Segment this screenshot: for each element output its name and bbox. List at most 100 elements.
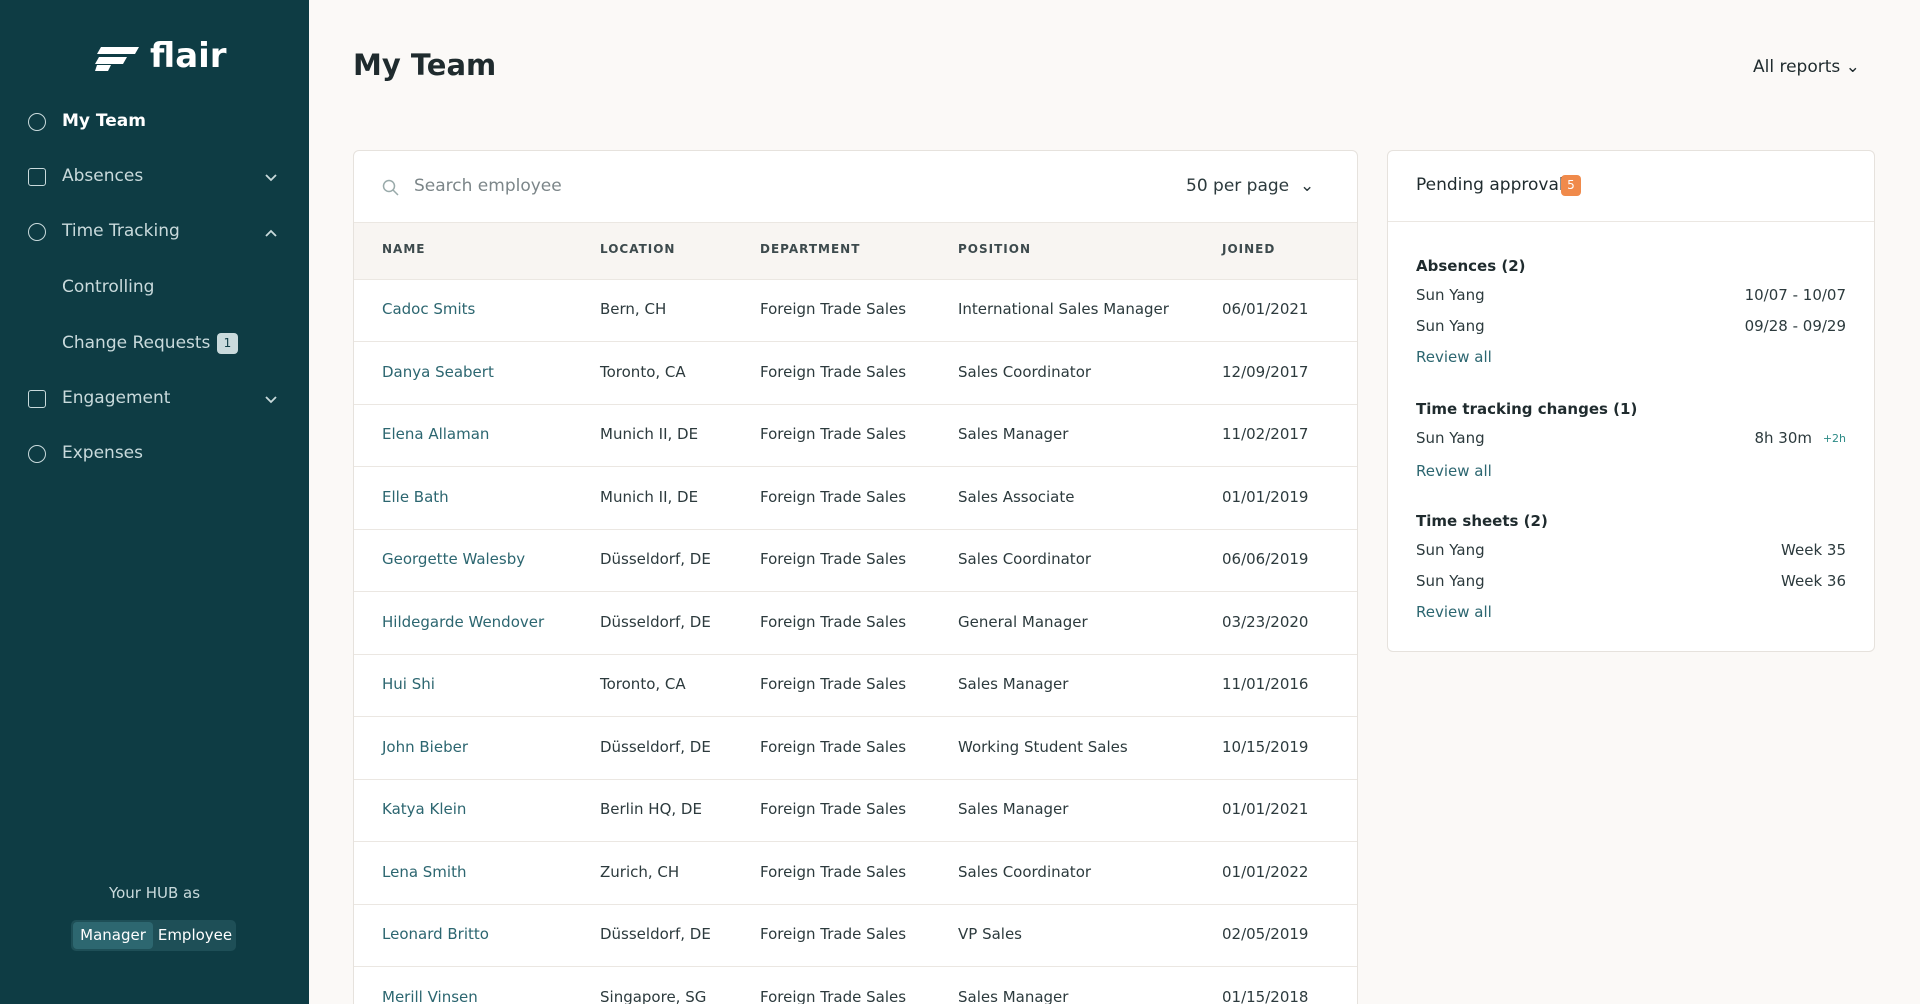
employee-name[interactable]: John Bieber [382, 737, 468, 756]
item-value: 10/07 - 10/07 [1744, 286, 1846, 304]
cell: 01/01/2019 [1222, 487, 1309, 506]
nav-item[interactable]: Absences [0, 166, 309, 190]
column-header: DEPARTMENT [760, 242, 861, 256]
employee-name[interactable]: Hui Shi [382, 675, 435, 693]
nav-label: Change Requests [62, 333, 211, 353]
employee-name[interactable]: Hildegarde Wendover [382, 612, 545, 631]
cell: International Sales Manager [958, 300, 1169, 318]
logo-icon [95, 47, 139, 71]
table-row[interactable]: Cadoc Smits Bern, CH Foreign Trade Sales In… [354, 279, 1357, 342]
column-header: NAME [382, 242, 426, 256]
divider [1388, 221, 1874, 222]
nav-icon [28, 113, 46, 131]
cell: Düsseldorf, DE [600, 925, 711, 943]
nav-item[interactable]: Engagement [0, 388, 309, 412]
employee-name[interactable]: Georgette Walesby [382, 550, 526, 568]
nav-item[interactable]: Change Requests 1 [0, 333, 309, 357]
cell: Düsseldorf, DE [600, 550, 711, 568]
cell: 12/09/2017 [1222, 362, 1309, 381]
search-input[interactable]: Search employee [414, 176, 562, 196]
sidebar: flair My Team Absences Time Tracking Contro… [0, 0, 309, 1004]
employee-name[interactable]: Elena Allaman [382, 425, 490, 443]
table-row[interactable]: Georgette Walesby Düsseldorf, DE Foreign T… [354, 529, 1357, 592]
table-row[interactable]: Elena Allaman Munich II, DE Foreign Trade … [354, 404, 1357, 467]
cell: 06/06/2019 [1222, 550, 1309, 568]
cell: Foreign Trade Sales [760, 425, 907, 443]
table-row[interactable]: Merill Vinsen Singapore, SG Foreign Trade … [354, 967, 1357, 1004]
cell: Sales Manager [958, 987, 1069, 1004]
hub-label: Your HUB as [108, 884, 201, 902]
cell: 11/02/2017 [1222, 425, 1309, 443]
employee-name[interactable]: Leonard Britto [382, 925, 489, 943]
item-name: Sun Yang [1416, 317, 1485, 335]
pending-badge: 5 [1561, 175, 1581, 196]
cell: Sales Manager [958, 425, 1069, 443]
cell: Sales Associate [958, 487, 1075, 506]
nav-item[interactable]: Controlling [0, 277, 309, 301]
chevron [265, 229, 277, 237]
filter-label: All reports [1753, 57, 1841, 77]
cell: Munich II, DE [600, 487, 699, 506]
column-header: POSITION [958, 242, 1031, 256]
hub-option[interactable]: Employee [157, 926, 233, 944]
nav-badge: 1 [217, 333, 238, 354]
table-row[interactable]: Leonard Britto Düsseldorf, DE Foreign Trad… [354, 904, 1357, 967]
cell: 11/01/2016 [1222, 675, 1309, 693]
cell: 02/05/2019 [1222, 925, 1309, 943]
nav-item[interactable]: Expenses [0, 443, 309, 467]
item-delta: +2h [1822, 432, 1846, 445]
hub-toggle: Manager Employee [71, 920, 236, 951]
table-row[interactable]: Hildegarde Wendover Düsseldorf, DE Foreign… [354, 592, 1357, 655]
nav-icon [28, 223, 46, 241]
item-value: Week 36 [1781, 572, 1846, 590]
search-icon [382, 179, 399, 196]
employee-table: Search employee 50 per page ⌄ NAME LOCATI… [353, 150, 1358, 1004]
table-row[interactable]: Katya Klein Berlin HQ, DE Foreign Trade Sa… [354, 779, 1357, 842]
cell: Foreign Trade Sales [760, 800, 907, 818]
cell: 06/01/2021 [1222, 300, 1309, 318]
nav-label: Controlling [62, 277, 155, 297]
hub-option[interactable]: Manager [73, 922, 153, 949]
table-row[interactable]: Danya Seabert Toronto, CA Foreign Trade Sa… [354, 342, 1357, 405]
cell: Foreign Trade Sales [760, 862, 907, 881]
cell: Sales Manager [958, 800, 1069, 818]
review-all[interactable]: Review all [1416, 462, 1492, 480]
cell: Singapore, SG [600, 987, 707, 1004]
employee-name[interactable]: Katya Klein [382, 800, 467, 818]
table-row[interactable]: Lena Smith Zurich, CH Foreign Trade Sales S… [354, 842, 1357, 905]
header-row [354, 222, 1357, 280]
pending-title: Pending approval [1416, 175, 1564, 195]
cell: Berlin HQ, DE [600, 800, 702, 818]
review-all[interactable]: Review all [1416, 348, 1492, 366]
cell: Sales Coordinator [958, 862, 1092, 881]
employee-name[interactable]: Elle Bath [382, 487, 449, 506]
nav-label: Time Tracking [62, 221, 180, 241]
report-filter[interactable]: All reports ⌄ [1753, 57, 1860, 77]
table-row[interactable]: Elle Bath Munich II, DE Foreign Trade Sale… [354, 467, 1357, 530]
nav-label: Absences [62, 166, 144, 186]
cell: General Manager [958, 612, 1088, 631]
per-page-select[interactable]: 50 per page ⌄ [1186, 176, 1315, 196]
employee-name[interactable]: Merill Vinsen [382, 987, 478, 1004]
cell: Munich II, DE [600, 425, 699, 443]
cell: Sales Manager [958, 675, 1069, 693]
cell: Foreign Trade Sales [760, 737, 907, 756]
nav-item[interactable]: Time Tracking [0, 221, 309, 245]
employee-name[interactable]: Lena Smith [382, 862, 467, 881]
employee-name[interactable]: Cadoc Smits [382, 300, 476, 318]
cell: Foreign Trade Sales [760, 362, 907, 381]
table-row[interactable]: Hui Shi Toronto, CA Foreign Trade Sales Sal… [354, 654, 1357, 717]
cell: Working Student Sales [958, 737, 1128, 756]
nav-label: Engagement [62, 388, 171, 408]
cell: Sales Coordinator [958, 362, 1092, 381]
cell: Foreign Trade Sales [760, 487, 907, 506]
section-title: Time sheets (2) [1416, 512, 1548, 530]
employee-name[interactable]: Danya Seabert [382, 362, 494, 381]
item-name: Sun Yang [1416, 286, 1485, 304]
nav-item[interactable]: My Team [0, 111, 309, 135]
table-row[interactable]: John Bieber Düsseldorf, DE Foreign Trade S… [354, 717, 1357, 780]
nav-icon [28, 445, 46, 463]
per-page-label: 50 per page [1186, 176, 1290, 196]
review-all[interactable]: Review all [1416, 603, 1492, 621]
